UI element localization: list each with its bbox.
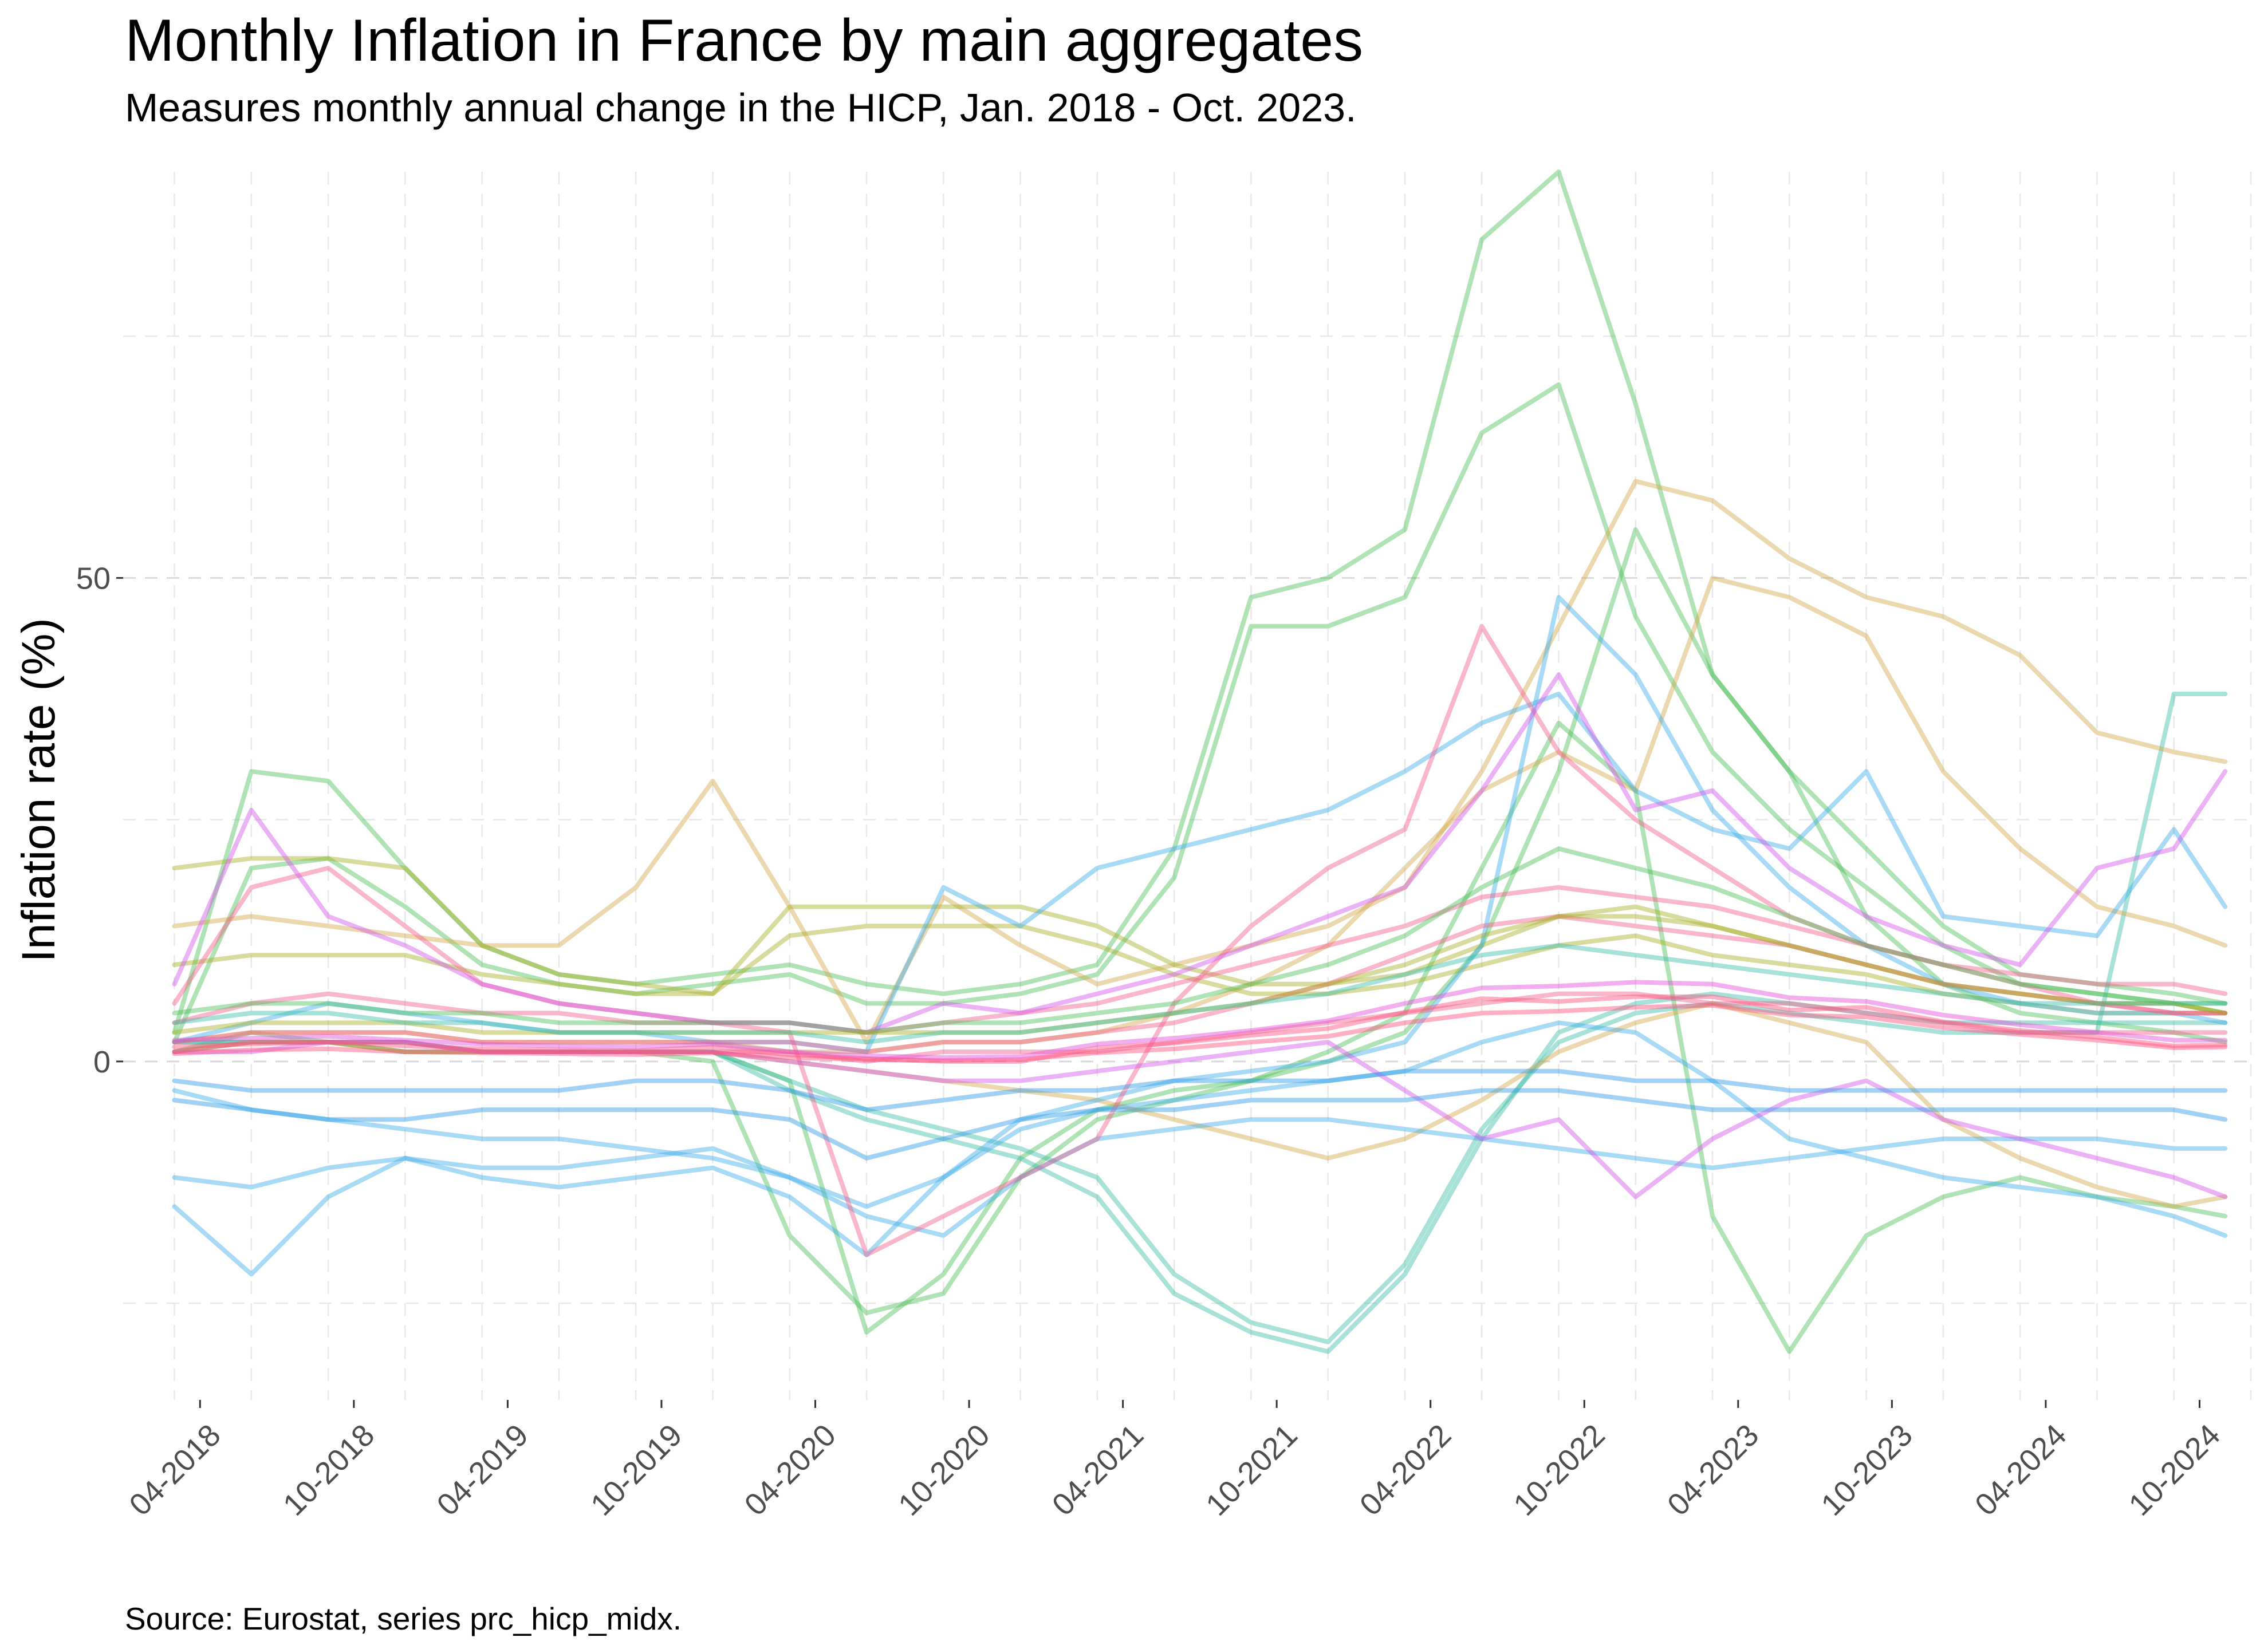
series-line — [172, 575, 2228, 1054]
series-line — [172, 846, 2228, 1035]
y-tick-label: 50 — [76, 561, 111, 595]
series-line — [172, 692, 2228, 1344]
x-tick-label: 10-2021 — [1199, 1418, 1304, 1522]
x-tick-label: 04-2021 — [1046, 1418, 1151, 1522]
series-line — [172, 672, 2228, 1035]
series-line — [172, 943, 2228, 1045]
source-caption: Source: Eurostat, series prc_hicp_midx. — [125, 1601, 682, 1636]
x-tick-label: 04-2023 — [1661, 1418, 1766, 1522]
series-line — [172, 1088, 2228, 1161]
x-tick-label: 04-2022 — [1353, 1418, 1458, 1522]
x-tick-label: 04-2019 — [430, 1418, 535, 1522]
series-line — [172, 994, 2228, 1064]
series-line — [172, 1040, 2228, 1200]
series-line — [172, 991, 2228, 1354]
x-tick-label: 04-2024 — [1968, 1418, 2073, 1522]
series-line — [172, 624, 2228, 1257]
grid-layer — [123, 172, 2252, 1400]
series-line — [172, 595, 2228, 1277]
series-line — [172, 382, 2228, 1045]
series-line — [172, 1020, 2228, 1238]
y-tick-label: 0 — [93, 1045, 111, 1079]
series-line — [172, 692, 2228, 1054]
x-tick-label: 10-2023 — [1814, 1418, 1919, 1522]
x-tick-label: 04-2020 — [738, 1418, 843, 1522]
series-line — [172, 980, 2228, 1060]
series-line — [172, 479, 2228, 1045]
chart-subtitle: Measures monthly annual change in the HI… — [125, 85, 1357, 130]
series-line — [172, 856, 2228, 1016]
series-line — [172, 169, 2228, 1035]
chart-title: Monthly Inflation in France by main aggr… — [125, 7, 1364, 74]
series-line — [172, 991, 2228, 1064]
x-tick-label: 10-2022 — [1507, 1418, 1612, 1522]
series-line — [172, 914, 2228, 1035]
x-tick-label: 10-2018 — [277, 1418, 381, 1522]
series-line — [172, 1001, 2228, 1209]
x-tick-label: 10-2019 — [584, 1418, 689, 1522]
series-line — [172, 924, 2228, 1016]
series-line — [172, 720, 2228, 1354]
series-line — [172, 914, 2228, 1054]
series-line — [172, 1088, 2228, 1238]
x-tick-label: 10-2020 — [892, 1418, 997, 1522]
series-layer — [172, 169, 2228, 1354]
series-line — [172, 1068, 2228, 1113]
series-line — [172, 527, 2228, 1335]
x-tick-label: 04-2018 — [123, 1418, 227, 1522]
series-line — [172, 1003, 2228, 1063]
x-tick-label: 10-2024 — [2123, 1418, 2227, 1522]
series-line — [172, 885, 2228, 1035]
